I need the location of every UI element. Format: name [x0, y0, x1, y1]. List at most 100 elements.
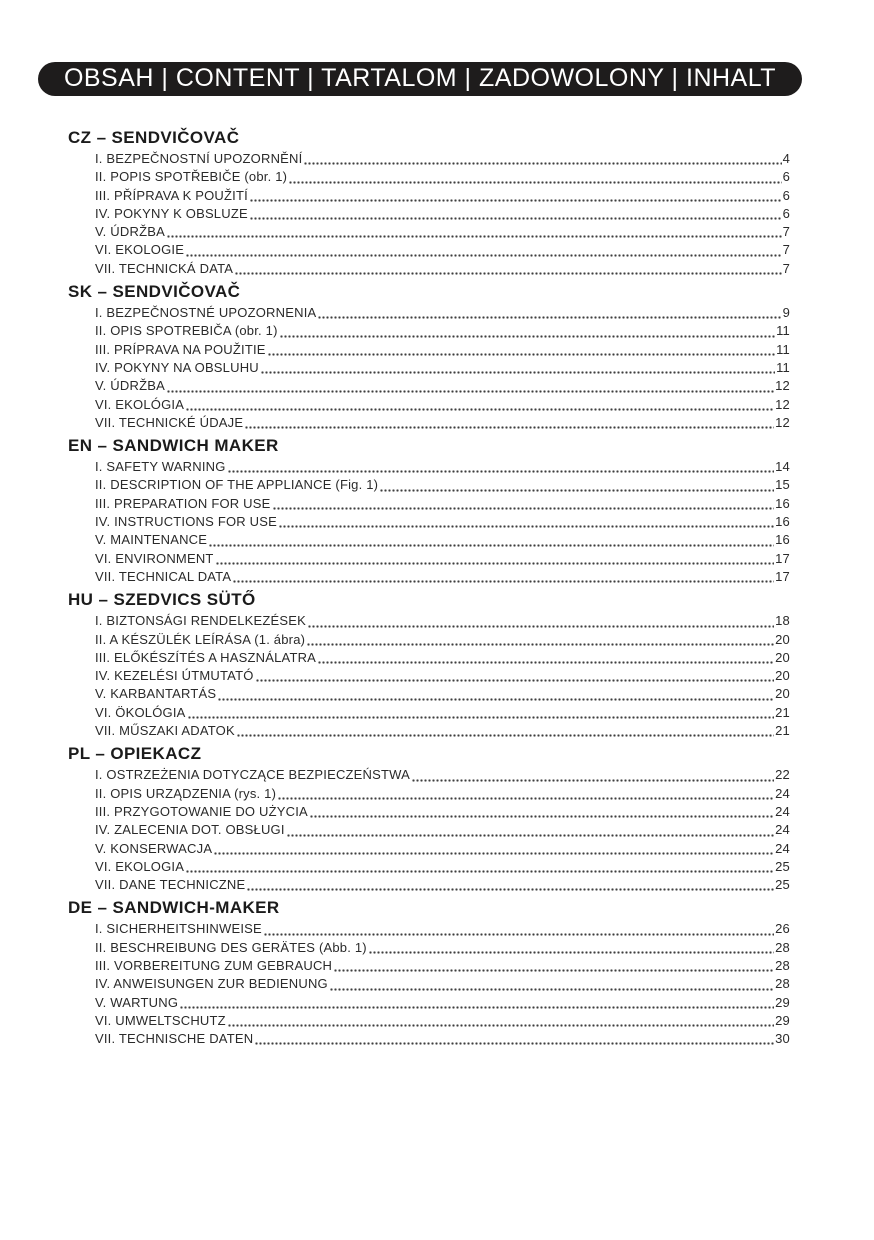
- toc-item-page: 9: [782, 305, 790, 321]
- section-items: I. BEZPEČNOSTNÉ UPOZORNENIA 9 II. OPIS S…: [68, 304, 790, 432]
- toc-item: III. PRÍPRAVA NA POUŽITIE 11: [68, 341, 790, 359]
- toc-item-label: II. BESCHREIBUNG DES GERÄTES (Abb. 1): [95, 939, 367, 955]
- section-title: DE – SANDWICH-MAKER: [68, 898, 280, 918]
- toc-item-page: 20: [775, 668, 790, 684]
- toc-item: VI. EKOLOGIE 7: [68, 241, 790, 259]
- toc-leader-dots: [245, 426, 775, 430]
- toc-item-page: 30: [775, 1031, 790, 1047]
- toc-item: III. PŘÍPRAVA K POUŽITÍ 6: [68, 187, 790, 205]
- toc-item-page: 11: [776, 323, 790, 339]
- toc-item-page: 25: [775, 877, 790, 893]
- section-items: I. OSTRZEŻENIA DOTYCZĄCE BEZPIECZEŃSTWA …: [68, 766, 790, 894]
- toc-item-page: 29: [775, 1012, 790, 1028]
- toc-item-page: 14: [775, 459, 790, 475]
- toc-leader-dots: [186, 870, 775, 874]
- toc-item: VII. MŰSZAKI ADATOK 21: [68, 722, 790, 740]
- toc-leader-dots: [267, 352, 776, 356]
- toc-item-label: II. OPIS SPOTREBIČA (obr. 1): [95, 323, 278, 339]
- toc-section: CZ – SENDVIČOVAČ I. BEZPEČNOSTNÍ UPOZORN…: [68, 128, 790, 278]
- toc-item-label: I. BEZPEČNOSTNÍ UPOZORNĚNÍ: [95, 151, 303, 166]
- toc-item-page: 25: [775, 858, 790, 874]
- toc-item-label: II. DESCRIPTION OF THE APPLIANCE (Fig. 1…: [95, 477, 379, 493]
- toc-section: PL – OPIEKACZ I. OSTRZEŻENIA DOTYCZĄCE B…: [68, 744, 790, 894]
- toc-item: V. ÚDRŽBA 12: [68, 377, 790, 395]
- toc-item-page: 20: [775, 631, 790, 647]
- toc-item: IV. POKYNY K OBSLUZE 6: [68, 205, 790, 223]
- toc-item-page: 12: [775, 396, 790, 412]
- toc-item-label: I. SICHERHEITSHINWEISE: [95, 921, 262, 937]
- toc-item-page: 29: [775, 994, 790, 1010]
- toc-item: V. KONSERWACJA 24: [68, 840, 790, 858]
- toc-leader-dots: [304, 162, 782, 166]
- toc-section: EN – SANDWICH MAKER I. SAFETY WARNING 14…: [68, 436, 790, 586]
- toc-item-label: II. OPIS URZĄDZENIA (rys. 1): [95, 785, 277, 801]
- toc-leader-dots: [235, 272, 782, 276]
- toc-leader-dots: [247, 888, 775, 892]
- toc-leader-dots: [255, 679, 775, 683]
- toc-item-label: V. KARBANTARTÁS: [95, 686, 217, 702]
- toc-item: III. VORBEREITUNG ZUM GEBRAUCH 28: [68, 957, 790, 975]
- toc-item: V. ÚDRŽBA 7: [68, 223, 790, 241]
- toc-item: I. BIZTONSÁGI RENDELKEZÉSEK 18: [68, 612, 790, 630]
- toc-leader-dots: [318, 661, 775, 665]
- toc-leader-dots: [180, 1005, 775, 1009]
- toc-item: IV. INSTRUCTIONS FOR USE 16: [68, 513, 790, 531]
- section-items: I. SICHERHEITSHINWEISE 26 II. BESCHREIBU…: [68, 920, 790, 1048]
- toc-item-page: 12: [775, 378, 790, 394]
- toc-item-label: I. BEZPEČNOSTNÉ UPOZORNENIA: [95, 305, 317, 321]
- toc-item: VII. TECHNICKÁ DATA 7: [68, 260, 790, 278]
- toc-leader-dots: [368, 950, 775, 954]
- toc-item-label: VII. TECHNICKÉ ÚDAJE: [95, 414, 244, 430]
- toc-item: IV. POKYNY NA OBSLUHU 11: [68, 359, 790, 377]
- toc-item-label: VI. EKOLÓGIA: [95, 396, 185, 412]
- toc-item-label: IV. INSTRUCTIONS FOR USE: [95, 514, 278, 530]
- toc-item-label: VI. EKOLOGIE: [95, 242, 185, 258]
- toc-item-label: VII. TECHNICAL DATA: [95, 568, 232, 584]
- toc-item-label: VII. MŰSZAKI ADATOK: [95, 723, 235, 739]
- toc-item-label: VI. EKOLOGIA: [95, 858, 185, 874]
- toc-item-page: 4: [782, 151, 790, 166]
- toc-item-page: 24: [775, 822, 790, 838]
- toc-leader-dots: [272, 507, 775, 511]
- toc-header-bar: OBSAH | CONTENT | TARTALOM | ZADOWOLONY …: [38, 62, 802, 96]
- toc-item: VI. ÖKOLÓGIA 21: [68, 704, 790, 722]
- toc-item-label: III. PREPARATION FOR USE: [95, 495, 271, 511]
- toc-item-page: 22: [775, 767, 790, 783]
- toc-item-label: V. ÚDRŽBA: [95, 224, 165, 240]
- toc-item-page: 20: [775, 649, 790, 665]
- toc-item-label: V. MAINTENANCE: [95, 532, 208, 548]
- toc-item-label: VI. ENVIRONMENT: [95, 550, 214, 566]
- toc-item-label: III. ELŐKÉSZÍTÉS A HASZNÁLATRA: [95, 649, 317, 665]
- toc-item-label: I. SAFETY WARNING: [95, 459, 226, 475]
- toc-item: III. PREPARATION FOR USE 16: [68, 495, 790, 513]
- toc-item: II. DESCRIPTION OF THE APPLIANCE (Fig. 1…: [68, 476, 790, 494]
- toc-item: II. OPIS URZĄDZENIA (rys. 1) 24: [68, 785, 790, 803]
- toc-item-page: 21: [775, 723, 790, 739]
- toc-leader-dots: [279, 525, 775, 529]
- toc-leader-dots: [236, 734, 775, 738]
- toc-item: VI. ENVIRONMENT 17: [68, 550, 790, 568]
- toc-section: DE – SANDWICH-MAKER I. SICHERHEITSHINWEI…: [68, 898, 790, 1048]
- toc-item-page: 11: [776, 359, 790, 375]
- toc-item: V. MAINTENANCE 16: [68, 531, 790, 549]
- toc-item-label: VI. UMWELTSCHUTZ: [95, 1012, 226, 1028]
- toc-item-label: III. PŘÍPRAVA K POUŽITÍ: [95, 187, 248, 203]
- toc-item-label: IV. POKYNY K OBSLUZE: [95, 205, 248, 221]
- section-title: CZ – SENDVIČOVAČ: [68, 128, 240, 147]
- toc-item-page: 28: [775, 939, 790, 955]
- toc-item-label: I. OSTRZEŻENIA DOTYCZĄCE BEZPIECZEŃSTWA: [95, 767, 411, 783]
- toc-leader-dots: [286, 833, 775, 837]
- toc-item: I. BEZPEČNOSTNÍ UPOZORNĚNÍ 4: [68, 150, 790, 168]
- toc-item-page: 6: [782, 169, 790, 185]
- toc-item-page: 26: [775, 921, 790, 937]
- toc-leader-dots: [249, 217, 782, 221]
- toc-item-page: 16: [775, 514, 790, 530]
- toc-item: III. ELŐKÉSZÍTÉS A HASZNÁLATRA 20: [68, 649, 790, 667]
- toc-item: IV. ZALECENIA DOT. OBSŁUGI 24: [68, 821, 790, 839]
- section-title: SK – SENDVIČOVAČ: [68, 282, 241, 302]
- toc-item-label: I. BIZTONSÁGI RENDELKEZÉSEK: [95, 613, 307, 629]
- toc-item-label: V. WARTUNG: [95, 994, 179, 1010]
- toc-item-page: 18: [775, 613, 790, 629]
- toc-leader-dots: [263, 932, 775, 936]
- toc-leader-dots: [307, 642, 775, 646]
